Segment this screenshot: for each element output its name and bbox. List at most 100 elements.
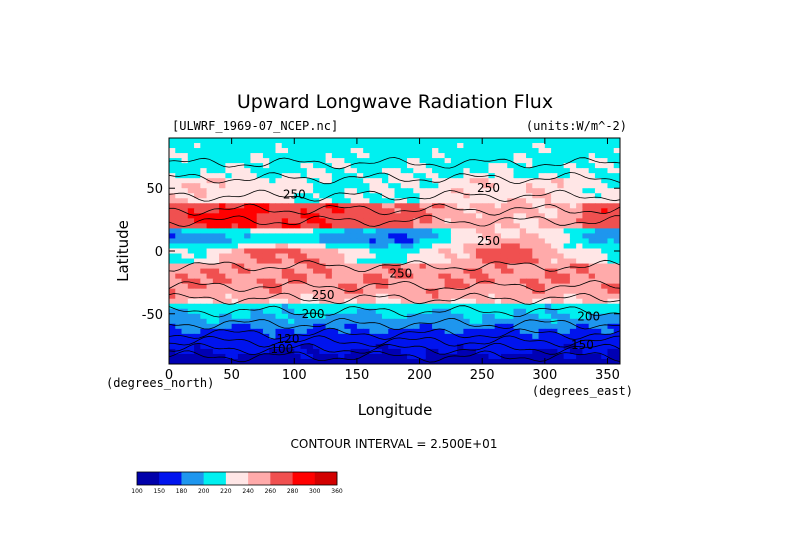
heatmap-cell [269,278,277,285]
heatmap-cell [225,348,233,355]
heatmap-cell [551,173,558,179]
heatmap-cell [388,233,396,240]
heatmap-cell [381,328,389,335]
heatmap-cell [601,173,609,179]
heatmap-cell [438,278,446,285]
heatmap-cell [319,318,327,325]
heatmap-cell [482,228,490,235]
heatmap-cell [313,298,320,305]
heatmap-cell [425,223,433,229]
heatmap-cell [400,283,408,290]
heatmap-cell [482,253,490,260]
heatmap-cell [306,208,314,214]
heatmap-cell [331,358,339,364]
heatmap-cell [187,198,195,204]
heatmap-cell [513,338,521,345]
heatmap-cell [594,208,602,214]
heatmap-cell [237,153,245,159]
heatmap-cell [262,138,270,144]
heatmap-cell [601,203,609,209]
heatmap-cell [225,293,233,300]
heatmap-cell [432,148,439,154]
heatmap-cell [281,293,289,300]
heatmap-cell [294,233,302,240]
heatmap-cell [363,198,371,204]
heatmap-cell [244,298,252,305]
heatmap-cell [206,233,214,240]
heatmap-cell [206,268,214,275]
heatmap-cell [475,198,483,204]
heatmap-cell [469,273,477,280]
heatmap-cell [388,318,396,325]
heatmap-cell [438,203,446,209]
heatmap-cell [544,173,552,179]
heatmap-cell [519,178,527,184]
heatmap-cell [237,333,245,340]
heatmap-cell [469,298,477,305]
heatmap-cell [306,253,314,260]
heatmap-cell [507,288,515,295]
heatmap-cell [463,358,471,364]
heatmap-cell [394,143,402,149]
heatmap-cell [582,143,590,149]
heatmap-cell [563,248,571,255]
heatmap-cell [331,333,339,340]
heatmap-cell [219,153,226,159]
heatmap-cell [563,223,571,229]
heatmap-cell [350,198,358,204]
heatmap-cell [288,148,295,154]
heatmap-cell [306,318,314,325]
heatmap-cell [175,178,183,184]
heatmap-cell [344,148,352,154]
x-tick-label: 50 [223,368,240,383]
heatmap-cell [300,283,308,290]
heatmap-cell [331,233,339,240]
heatmap-cell [482,213,490,219]
heatmap-cell [588,148,596,154]
heatmap-cell [551,318,558,325]
heatmap-cell [526,163,533,169]
heatmap-cell [538,343,546,350]
heatmap-cell [250,228,258,235]
heatmap-cell [363,258,371,265]
heatmap-cell [394,163,402,169]
heatmap-cell [375,233,383,240]
heatmap-cell [544,188,552,194]
heatmap-cell [225,263,233,270]
heatmap-cell [475,263,483,270]
heatmap-cell [538,323,546,330]
heatmap-cell [594,358,602,364]
heatmap-cell [256,298,264,305]
heatmap-cell [551,223,558,229]
heatmap-cell [281,138,289,144]
heatmap-cell [482,353,490,360]
heatmap-cell [507,278,515,285]
heatmap-cell [331,238,339,245]
heatmap-cell [475,233,483,240]
heatmap-cell [419,158,427,164]
heatmap-cell [212,218,220,224]
heatmap-cell [356,273,364,280]
heatmap-cell [281,308,289,315]
heatmap-cell [262,288,270,295]
heatmap-cell [194,198,201,204]
heatmap-cell [344,248,352,255]
heatmap-cell [313,168,320,174]
heatmap-cell [262,208,270,214]
heatmap-cell [425,253,433,260]
heatmap-cell [356,298,364,305]
heatmap-cell [613,148,620,154]
heatmap-cell [350,193,358,199]
heatmap-cell [544,208,552,214]
heatmap-cell [363,203,371,209]
heatmap-cell [381,288,389,295]
heatmap-cell [300,223,308,229]
heatmap-cell [306,143,314,149]
heatmap-cell [576,223,584,229]
heatmap-cell [356,303,364,310]
heatmap-cell [338,218,345,224]
heatmap-cell [212,213,220,219]
heatmap-cell [288,198,295,204]
heatmap-cell [356,228,364,235]
heatmap-cell [181,293,189,300]
